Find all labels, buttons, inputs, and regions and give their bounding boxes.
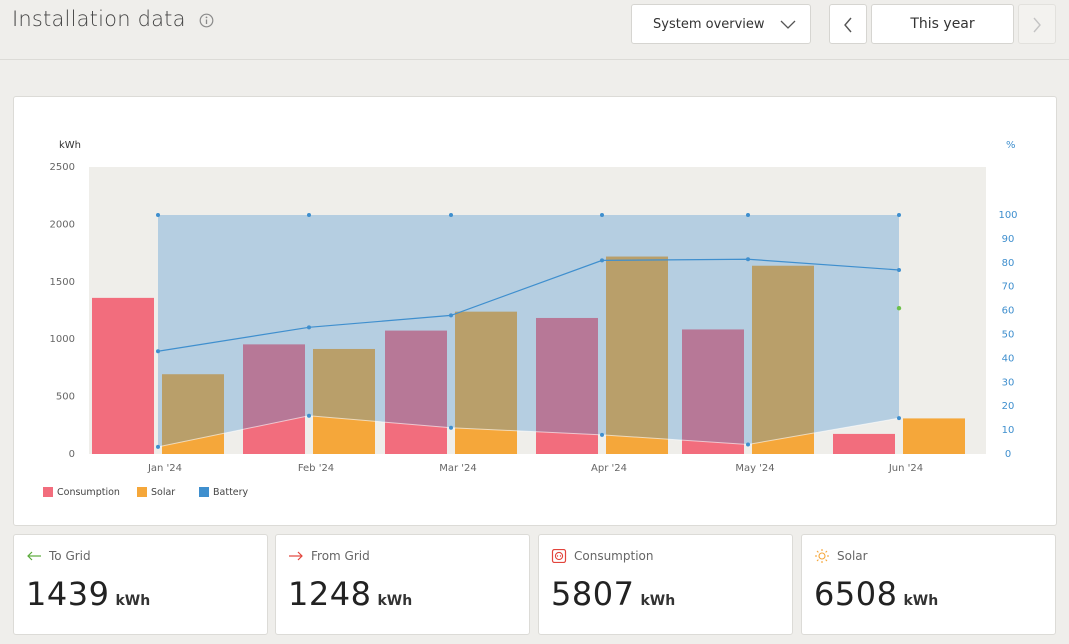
y-tick-right: 10 <box>1002 425 1015 436</box>
stat-unit: kWh <box>640 593 676 609</box>
legend-swatch <box>199 487 209 497</box>
chevron-right-icon <box>1033 17 1041 33</box>
arrow-right-icon <box>289 551 303 561</box>
stat-unit: kWh <box>903 593 939 609</box>
stat-value: 1439 kWh <box>26 575 151 613</box>
x-tick-label: Jun '24 <box>888 463 923 474</box>
battery-lower-point <box>897 416 901 421</box>
stat-unit: kWh <box>377 593 413 609</box>
legend-swatch <box>137 487 147 497</box>
bar-consumption <box>833 433 895 454</box>
battery-line <box>157 258 900 352</box>
battery-lower-edge <box>157 415 900 448</box>
battery-lower-point <box>156 444 160 449</box>
battery-lower-point <box>449 425 453 430</box>
legend-label: Solar <box>151 487 175 498</box>
stat-label: Consumption <box>574 549 654 563</box>
battery-line-point <box>746 257 750 262</box>
battery-lower-point <box>746 442 750 447</box>
y-tick-left: 0 <box>69 449 75 460</box>
stat-card-to-grid: To Grid 1439 kWh <box>13 534 268 635</box>
legend-label: Consumption <box>57 487 120 498</box>
stat-value: 5807 kWh <box>551 575 676 613</box>
bar-consumption <box>682 329 744 454</box>
y-tick-right: 30 <box>1002 377 1015 388</box>
view-select[interactable]: System overview <box>631 4 811 44</box>
stat-value: 1248 kWh <box>288 575 413 613</box>
stat-label: To Grid <box>49 549 91 563</box>
battery-upper-point <box>156 213 160 217</box>
battery-lower-point <box>600 432 604 437</box>
bar-solar <box>752 265 814 454</box>
y-tick-right: 100 <box>998 210 1017 221</box>
arrow-left-icon <box>27 551 41 561</box>
stat-value: 6508 kWh <box>814 575 939 613</box>
bar-solar <box>903 418 965 454</box>
battery-latest-point <box>896 306 902 311</box>
stat-card-solar: Solar 6508 kWh <box>801 534 1056 635</box>
view-select-value: System overview <box>653 17 765 32</box>
y-tick-left: 1500 <box>50 277 75 288</box>
y-tick-right: 90 <box>1002 234 1015 245</box>
period-label[interactable]: This year <box>871 4 1014 44</box>
y-tick-right: 40 <box>1002 353 1015 364</box>
bar-consumption <box>385 330 447 454</box>
chevron-down-icon <box>780 20 796 29</box>
previous-period-button[interactable] <box>829 4 867 44</box>
battery-upper-point <box>449 213 453 217</box>
x-tick-label: Mar '24 <box>439 463 477 474</box>
bar-solar <box>162 374 224 454</box>
battery-line-point <box>897 267 901 272</box>
bar-consumption <box>243 344 305 454</box>
chart-card: kWh% 0 500 1000 1500 2000 2500 0 10 20 30 40 50 60 70 8… <box>13 96 1057 526</box>
battery-line-point <box>307 325 311 330</box>
x-tick-label: Feb '24 <box>298 463 334 474</box>
y-tick-right: 0 <box>1005 449 1011 460</box>
y-tick-right: 70 <box>1002 282 1015 293</box>
y-tick-left: 1000 <box>50 334 75 345</box>
y-tick-left: 2000 <box>50 219 75 230</box>
y-tick-right: 60 <box>1002 306 1015 317</box>
battery-line-point <box>156 349 160 354</box>
x-tick-label: Jan '24 <box>147 463 182 474</box>
y-axis-unit-left: kWh <box>59 140 81 151</box>
y-tick-right: 20 <box>1002 401 1015 412</box>
legend-label: Battery <box>213 487 249 498</box>
sun-icon <box>815 549 829 563</box>
stat-label: Solar <box>837 549 868 563</box>
y-tick-left: 500 <box>56 392 75 403</box>
y-tick-left: 2500 <box>50 162 75 173</box>
battery-upper-point <box>307 213 311 217</box>
bar-consumption <box>92 297 154 454</box>
bar-solar <box>606 256 668 454</box>
bar-solar <box>313 348 375 454</box>
bar-consumption <box>536 317 598 454</box>
y-tick-right: 50 <box>1002 330 1015 341</box>
battery-upper-point <box>897 213 901 217</box>
info-icon[interactable] <box>199 13 214 28</box>
battery-lower-point <box>307 413 311 418</box>
stat-label: From Grid <box>311 549 370 563</box>
legend-swatch <box>43 487 53 497</box>
battery-upper-point <box>746 213 750 217</box>
y-tick-right: 80 <box>1002 258 1015 269</box>
outlet-icon <box>551 549 567 563</box>
y-axis-unit-right: % <box>1006 140 1016 151</box>
battery-line-point <box>600 258 604 263</box>
installation-chart[interactable]: kWh % 0 500 1000 1500 2000 2500 0 10 20 30 40 50 60 70 8… <box>14 97 1058 527</box>
x-tick-label: Apr '24 <box>591 463 627 474</box>
stat-card-consumption: Consumption 5807 kWh <box>538 534 793 635</box>
battery-area <box>158 215 899 447</box>
header: Installation data System overview This y… <box>0 0 1069 60</box>
battery-upper-point <box>600 213 604 217</box>
battery-line-point <box>449 313 453 318</box>
next-period-button[interactable] <box>1018 4 1056 44</box>
page-title: Installation data <box>12 7 186 31</box>
stat-unit: kWh <box>115 593 151 609</box>
chevron-left-icon <box>844 17 852 33</box>
x-tick-label: May '24 <box>735 463 774 474</box>
stat-card-from-grid: From Grid 1248 kWh <box>275 534 530 635</box>
